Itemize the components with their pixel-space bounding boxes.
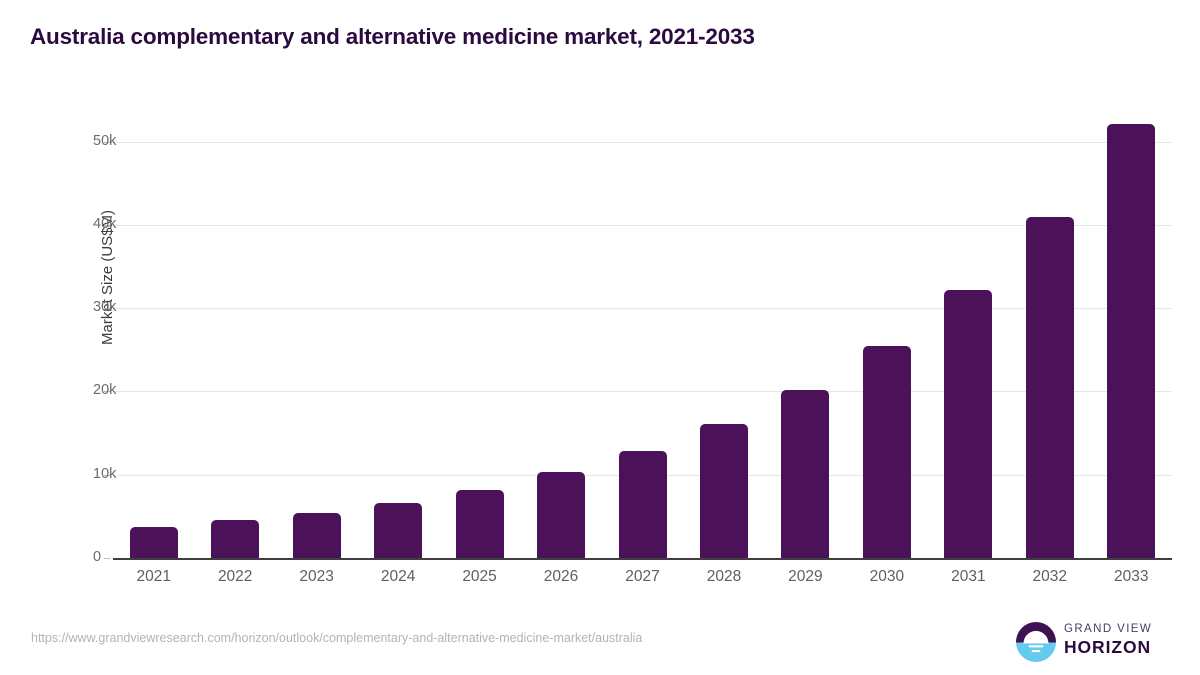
x-axis-tick-label: 2030 (869, 568, 905, 585)
bar[interactable] (781, 390, 830, 558)
gridline (113, 224, 1172, 226)
bar[interactable] (374, 502, 423, 558)
x-axis-tick-label: 2031 (951, 568, 986, 585)
x-axis-tick-label: 2026 (543, 568, 579, 585)
bar[interactable] (292, 513, 341, 558)
x-axis-tick-label: 2021 (136, 568, 171, 585)
x-axis-tick-label: 2024 (380, 568, 416, 585)
gridline (113, 308, 1172, 310)
x-axis-line (113, 558, 1172, 560)
bar[interactable] (537, 472, 586, 558)
page-title: Australia complementary and alternative … (30, 24, 755, 49)
x-axis-tick-label: 2033 (1114, 568, 1149, 585)
logo-line-grand-view: GRAND VIEW (1064, 623, 1153, 635)
source-url[interactable]: https://www.grandviewresearch.com/horizo… (31, 631, 643, 645)
x-axis-tick-label: 2025 (462, 568, 497, 585)
y-axis-tick-mark (104, 308, 110, 310)
gridline (113, 391, 1172, 393)
y-axis-tick-mark (104, 474, 110, 476)
brand-logo[interactable]: GRAND VIEW HORIZON (1015, 620, 1185, 666)
bar[interactable] (455, 489, 504, 558)
bar[interactable] (862, 345, 911, 558)
bar[interactable] (1025, 217, 1074, 558)
y-axis-tick-mark (104, 558, 110, 559)
y-axis-tick-mark (104, 391, 110, 393)
logo-line-horizon: HORIZON (1064, 637, 1151, 657)
bar[interactable] (129, 527, 178, 558)
bar[interactable] (1107, 123, 1156, 558)
x-axis-tick-label: 2029 (788, 568, 823, 585)
x-axis-tick-label: 2028 (706, 568, 742, 585)
bar[interactable] (944, 289, 993, 558)
x-axis-tick-label: 2022 (217, 568, 253, 585)
bar[interactable] (211, 520, 260, 558)
bar[interactable] (699, 423, 748, 558)
y-axis-tick-mark (104, 224, 110, 226)
gridline (113, 141, 1172, 143)
x-axis-tick-label: 2027 (625, 568, 660, 585)
bar[interactable] (618, 451, 667, 558)
sunrise-circle-icon (1015, 621, 1057, 663)
x-axis-tick-label: 2023 (299, 568, 334, 585)
logo-wordmark: GRAND VIEW HORIZON (1064, 622, 1184, 657)
x-axis-tick-label: 2032 (1032, 568, 1068, 585)
y-axis-tick-mark (104, 141, 110, 143)
plot-area: Market Size (US$M) (99, 100, 1172, 558)
